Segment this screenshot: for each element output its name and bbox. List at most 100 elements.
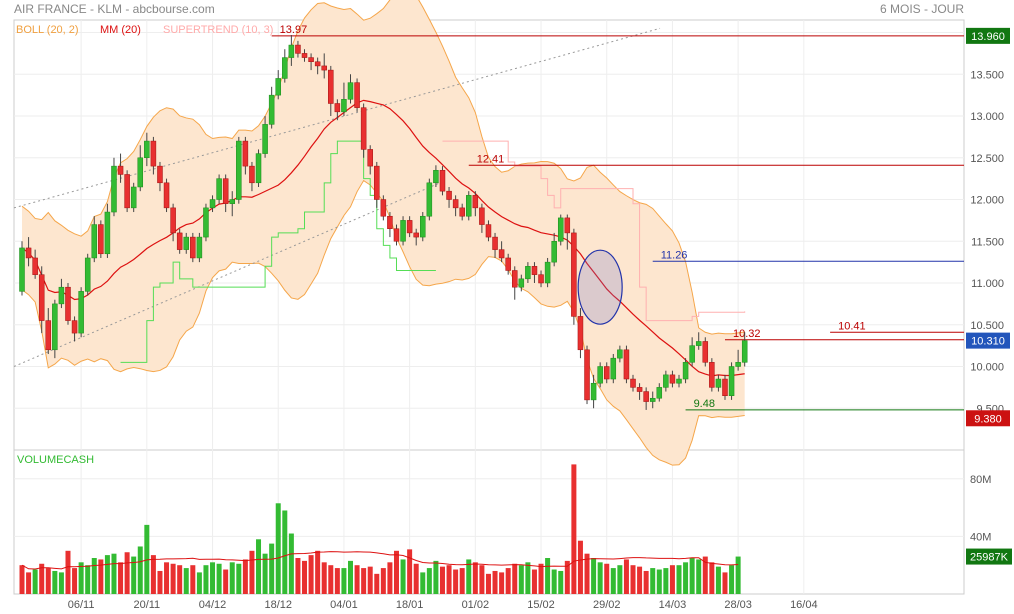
volume-bar bbox=[380, 568, 386, 594]
volume-bar bbox=[453, 569, 459, 594]
candle-body bbox=[78, 291, 84, 334]
volume-plot-frame bbox=[13, 449, 965, 595]
volume-bar bbox=[505, 568, 511, 594]
volume-bar bbox=[525, 562, 531, 594]
volume-bar bbox=[623, 559, 629, 594]
candle-body bbox=[236, 140, 242, 200]
volume-bar bbox=[374, 573, 380, 594]
volume-bar bbox=[170, 563, 176, 594]
candle-body bbox=[308, 57, 314, 62]
moving-average-line bbox=[21, 99, 745, 377]
candle-body bbox=[426, 182, 433, 217]
candle-body bbox=[466, 195, 472, 217]
x-tick-label: 14/03 bbox=[659, 599, 687, 611]
volume-bar bbox=[591, 558, 597, 594]
volume-bar bbox=[426, 568, 432, 594]
volume-bar bbox=[663, 568, 669, 594]
volume-bar bbox=[702, 556, 708, 594]
level-a-label: 10.32 bbox=[733, 328, 761, 340]
x-tick-label: 18/12 bbox=[264, 599, 292, 611]
chart-period: 6 MOIS - JOUR bbox=[880, 2, 964, 16]
candle-body bbox=[630, 378, 636, 388]
chart-title: AIR FRANCE - KLM - abcbourse.com bbox=[14, 2, 215, 16]
x-tick-label: 20/11 bbox=[133, 599, 160, 611]
candle-body bbox=[354, 82, 360, 108]
volume-bar bbox=[58, 572, 64, 594]
volume-bar bbox=[387, 562, 393, 594]
candle-body bbox=[689, 345, 695, 363]
volume-average-line bbox=[21, 551, 739, 570]
volume-bar bbox=[735, 556, 741, 594]
candle-body bbox=[584, 349, 590, 401]
volume-bar bbox=[610, 568, 616, 594]
supertrend-line bbox=[120, 140, 746, 363]
candle-body bbox=[301, 53, 308, 58]
volume-bar bbox=[361, 568, 367, 594]
price-levels: 13.97 12.41 11.26 10.32 10.41 9.48 bbox=[271, 24, 964, 411]
volume-bar bbox=[492, 570, 498, 594]
candle-body bbox=[275, 78, 281, 96]
volume-bar bbox=[91, 558, 97, 594]
candle-body bbox=[400, 220, 406, 242]
candle-body bbox=[144, 140, 150, 159]
volume-bar bbox=[571, 464, 577, 594]
candle-body bbox=[216, 178, 222, 200]
volume-bar bbox=[157, 570, 163, 594]
legend-volume: VOLUMECASH bbox=[17, 454, 94, 466]
volume-bar bbox=[604, 563, 610, 594]
candle-body bbox=[590, 382, 597, 401]
volume-bar bbox=[65, 550, 71, 594]
volume-bar bbox=[223, 569, 229, 594]
volume-bar bbox=[407, 549, 413, 594]
volume-bar bbox=[256, 539, 262, 594]
volume-bar bbox=[709, 562, 715, 594]
volume-bar bbox=[308, 555, 314, 594]
candle-body bbox=[209, 199, 216, 209]
candle-body bbox=[52, 303, 58, 351]
volume-bar bbox=[656, 569, 662, 594]
volume-bar bbox=[400, 559, 406, 594]
candle-body bbox=[663, 374, 669, 388]
volume-bars bbox=[19, 464, 741, 594]
volume-bar bbox=[210, 562, 216, 594]
legend-boll: BOLL (20, 2) bbox=[16, 24, 79, 36]
volume-bar bbox=[262, 553, 268, 594]
price-tag-last-bg bbox=[966, 332, 1010, 349]
candle-body bbox=[643, 391, 649, 402]
volume-bar bbox=[190, 565, 196, 594]
volume-bar bbox=[669, 565, 675, 594]
volume-bar bbox=[32, 569, 38, 594]
candle-body bbox=[472, 195, 479, 209]
x-tick-label: 16/04 bbox=[790, 599, 818, 611]
candle-body bbox=[735, 362, 741, 367]
candle-body bbox=[190, 236, 196, 259]
volume-bar bbox=[420, 572, 426, 594]
candle-body bbox=[610, 357, 617, 380]
candle-body bbox=[709, 362, 715, 388]
volume-bar bbox=[597, 562, 603, 594]
candle-body bbox=[459, 207, 465, 217]
x-tick-label: 01/02 bbox=[462, 599, 490, 611]
volume-bar bbox=[584, 553, 590, 594]
volume-bar bbox=[164, 562, 170, 594]
volume-bar bbox=[459, 568, 465, 594]
candle-body bbox=[268, 94, 275, 125]
volume-bar bbox=[39, 563, 45, 594]
candle-body bbox=[741, 340, 748, 363]
volume-bar bbox=[275, 503, 281, 594]
volume-bar bbox=[131, 556, 137, 594]
volume-bar bbox=[52, 570, 58, 594]
x-tick-label: 06/11 bbox=[68, 599, 95, 611]
candle-body bbox=[446, 190, 452, 200]
volume-bar bbox=[137, 546, 143, 594]
volume-bar bbox=[393, 550, 399, 594]
candle-body bbox=[479, 207, 485, 225]
candle-body bbox=[222, 178, 229, 204]
volume-bar bbox=[564, 560, 570, 594]
volume-bar bbox=[348, 560, 353, 594]
candle-body bbox=[551, 241, 557, 263]
volume-bar bbox=[518, 565, 524, 594]
candle-body bbox=[439, 170, 446, 192]
volume-bar bbox=[630, 565, 636, 594]
volume-bar bbox=[78, 562, 84, 594]
